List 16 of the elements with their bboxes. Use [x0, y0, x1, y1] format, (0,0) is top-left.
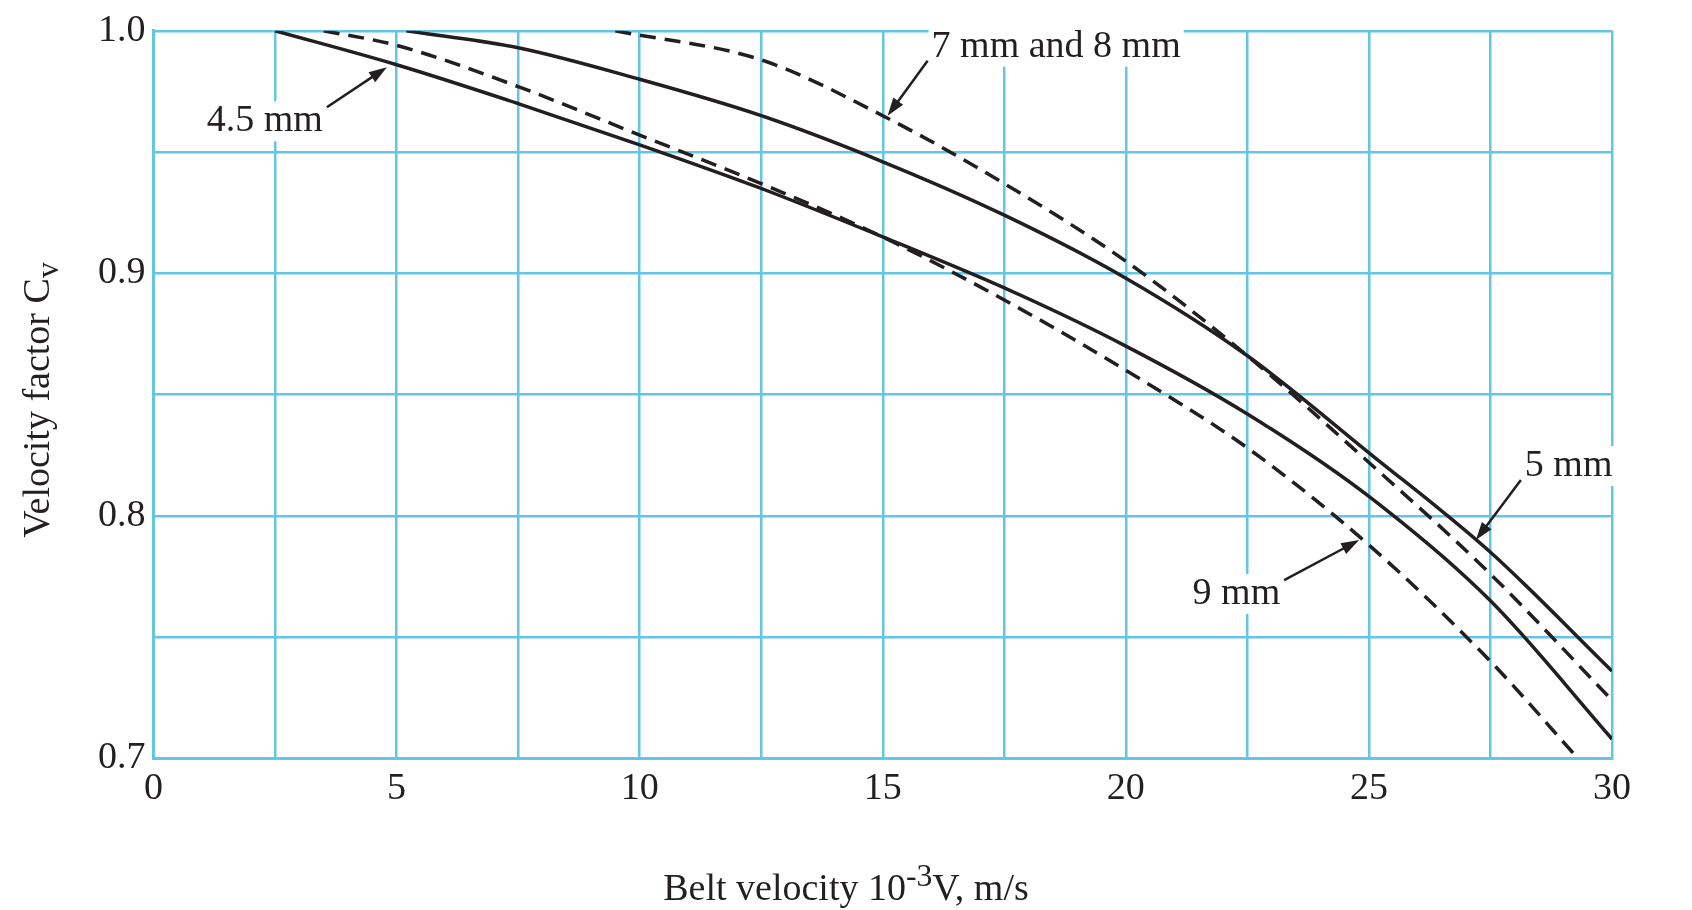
x-tick-label: 20	[1106, 765, 1145, 808]
x-tick-label: 15	[863, 765, 902, 808]
y-tick-label: 0.9	[98, 249, 146, 292]
x-axis-title: Belt velocity 10$^{-3}$V, m/s	[662, 858, 1030, 909]
x-tick-label: 5	[387, 765, 407, 808]
x-tick-label: 25	[1349, 765, 1388, 808]
annotation: 7 mm and 8 mm	[931, 22, 1181, 65]
annotation: 9 mm	[1192, 570, 1281, 613]
x-tick-label: 0	[144, 765, 163, 808]
y-tick-label: 0.8	[98, 491, 146, 534]
x-tick-label: 10	[620, 765, 659, 808]
x-tick-label: 30	[1593, 765, 1631, 808]
y-tick-label: 0.7	[98, 734, 146, 777]
annotation: 4.5 mm	[206, 97, 323, 140]
annotation: 5 mm	[1524, 442, 1613, 485]
y-tick-label: 1.0	[98, 6, 146, 49]
